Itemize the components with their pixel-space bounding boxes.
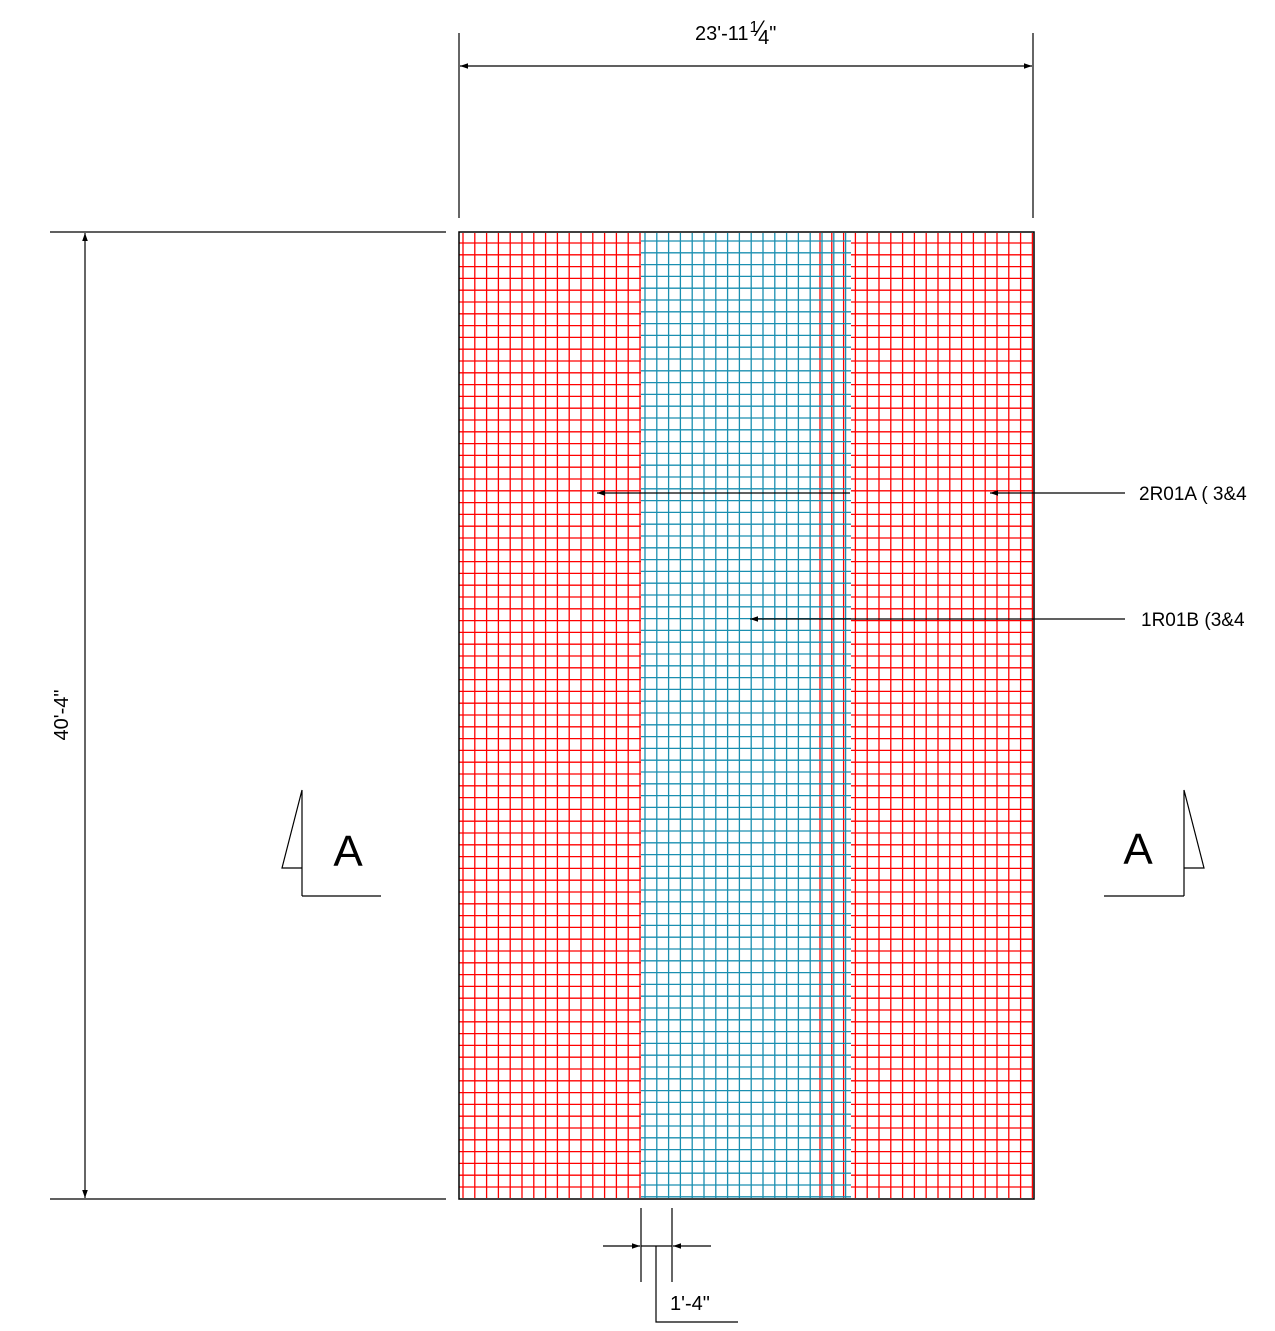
section-mark-right: A [1104,789,1205,897]
height-dimension: 40'-4" [50,231,446,1200]
section-mark-left: A [281,789,381,897]
width-dimension-text: 23'-111⁄4" [695,16,776,49]
callout-bottom-bars: 1R01B (3&4 [750,610,1245,631]
section-arrow-left [281,789,303,896]
section-arrow-right [1183,789,1205,896]
section-label-left: A [333,827,363,876]
center-rebar-mesh [641,233,851,1198]
callout-bottom-text: 1R01B (3&4 [1141,610,1245,631]
callout-top-text: 2R01A ( 3&4 [1139,484,1247,505]
section-label-right: A [1123,825,1153,874]
overlap-dimension: 1'-4" [603,1208,738,1323]
slab-outline [458,231,1035,1200]
callout-top-bars: 2R01A ( 3&4 [597,484,1247,505]
overlap-dimension-text: 1'-4" [670,1293,710,1315]
overlap-leader [655,1246,738,1323]
width-dimension: 23'-111⁄4" [458,16,1034,218]
height-dimension-text: 40'-4" [51,690,73,741]
outer-rebar-mesh [459,233,1034,1198]
